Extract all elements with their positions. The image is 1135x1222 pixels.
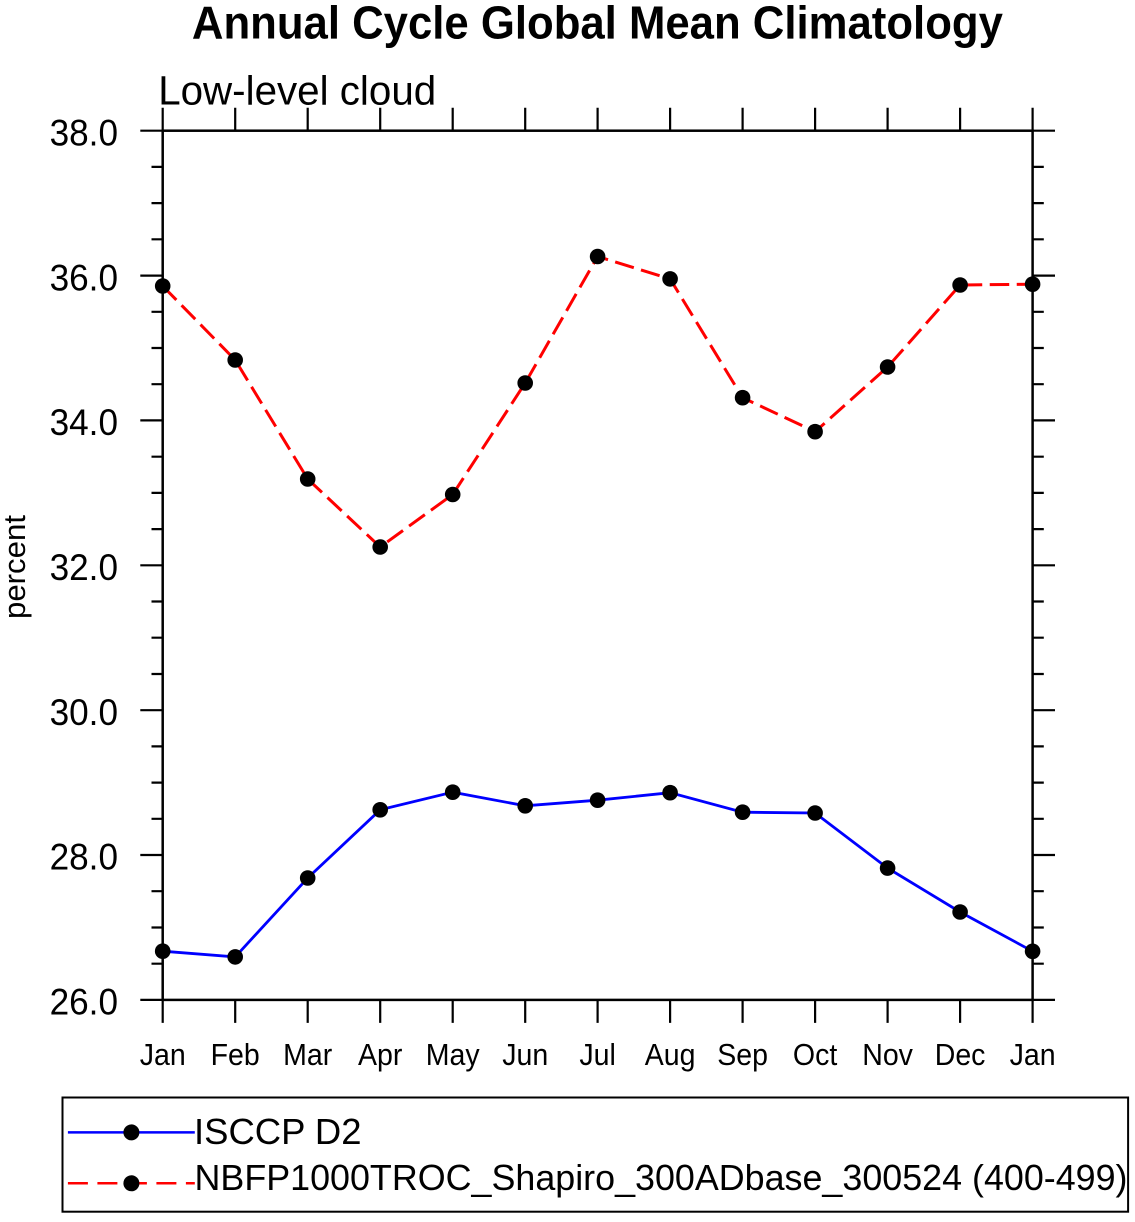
- svg-text:26.0: 26.0: [50, 981, 118, 1023]
- svg-text:NBFP1000TROC_Shapiro_300ADbase: NBFP1000TROC_Shapiro_300ADbase_300524 (4…: [195, 1157, 1128, 1198]
- svg-text:Apr: Apr: [358, 1037, 402, 1072]
- svg-text:Mar: Mar: [283, 1037, 332, 1072]
- svg-text:32.0: 32.0: [50, 546, 118, 588]
- svg-text:percent: percent: [0, 515, 32, 619]
- svg-text:Jul: Jul: [579, 1037, 616, 1072]
- svg-text:May: May: [426, 1037, 480, 1072]
- svg-text:Oct: Oct: [793, 1037, 838, 1072]
- svg-text:36.0: 36.0: [50, 256, 118, 298]
- svg-text:Jun: Jun: [502, 1037, 548, 1072]
- svg-text:34.0: 34.0: [50, 401, 118, 443]
- svg-text:ISCCP D2: ISCCP D2: [194, 1111, 362, 1152]
- svg-text:Jan: Jan: [1010, 1037, 1056, 1072]
- svg-text:Sep: Sep: [717, 1037, 768, 1072]
- svg-text:Feb: Feb: [211, 1037, 260, 1072]
- svg-text:28.0: 28.0: [50, 836, 118, 878]
- svg-text:30.0: 30.0: [50, 691, 118, 733]
- svg-text:Annual Cycle Global Mean Clima: Annual Cycle Global Mean Climatology: [192, 0, 1003, 49]
- svg-text:38.0: 38.0: [50, 111, 118, 153]
- svg-text:Aug: Aug: [645, 1037, 696, 1072]
- svg-text:Nov: Nov: [862, 1037, 913, 1072]
- svg-text:Dec: Dec: [935, 1037, 986, 1072]
- svg-text:Jan: Jan: [140, 1037, 186, 1072]
- svg-text:Low-level cloud: Low-level cloud: [158, 67, 436, 113]
